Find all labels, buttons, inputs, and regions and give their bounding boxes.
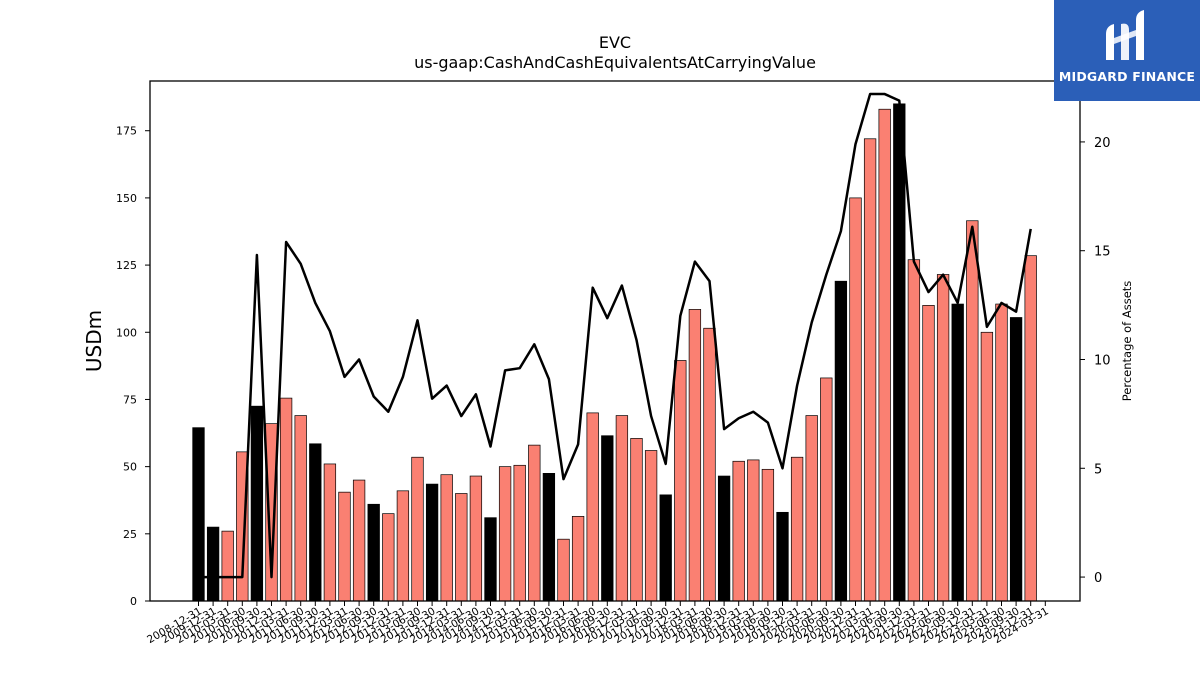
y2-tick-label: 20 — [1094, 136, 1111, 151]
bar-2019-09-30 — [776, 511, 789, 602]
bar-2009-12-31 — [206, 526, 220, 602]
y2-tick-label: 15 — [1094, 245, 1111, 260]
y2-tick-label: 5 — [1094, 462, 1102, 477]
bar-2015-06-30 — [528, 444, 541, 602]
bar-2010-09-30 — [250, 405, 264, 602]
y-tick-label: 125 — [116, 259, 137, 272]
bar-2016-03-31 — [571, 515, 585, 602]
bar-2014-09-30 — [484, 517, 497, 602]
bar-2020-12-31 — [849, 197, 862, 602]
bars-group — [192, 103, 1037, 602]
bar-2020-09-30 — [834, 280, 848, 602]
y2-tick-label: 0 — [1094, 571, 1102, 586]
bar-2023-03-31 — [980, 331, 994, 602]
y-axis-label: USDm — [82, 310, 106, 372]
bar-2021-09-30 — [893, 103, 906, 602]
bar-2017-09-30 — [659, 494, 672, 602]
bar-2015-09-30 — [542, 473, 556, 602]
plot-frame — [149, 80, 1081, 602]
bar-2021-12-31 — [907, 259, 921, 602]
bar-2021-03-31 — [863, 138, 877, 602]
bar-2016-06-30 — [586, 412, 599, 602]
chart-title: EVC — [599, 33, 631, 52]
y-tick-label: 100 — [116, 326, 137, 339]
bar-2018-06-30 — [703, 327, 716, 602]
y-tick-label: 175 — [116, 125, 137, 138]
bar-2021-06-30 — [878, 108, 891, 602]
brand-logo: MIDGARD FINANCE — [1054, 0, 1200, 101]
bar-2018-03-31 — [688, 309, 702, 602]
y-axis-left: 0 25 50 75 100 125 150 175 — [116, 125, 150, 608]
bar-2013-09-30 — [425, 483, 439, 602]
bar-2023-12-31 — [1024, 255, 1037, 602]
bar-2017-03-31 — [630, 438, 643, 602]
bar-2013-12-31 — [440, 474, 453, 602]
bar-2016-09-30 — [601, 435, 614, 602]
bar-2012-03-31 — [338, 491, 351, 602]
bar-2017-06-30 — [644, 450, 658, 602]
bar-2014-06-30 — [469, 475, 483, 602]
y-tick-label: 25 — [123, 528, 137, 541]
bar-2013-06-30 — [411, 456, 424, 602]
y-tick-label: 150 — [116, 192, 137, 205]
bar-2019-12-31 — [790, 456, 804, 602]
bar-2012-12-31 — [382, 513, 395, 602]
bar-2017-12-31 — [674, 360, 687, 602]
percentage-line — [198, 92, 1032, 579]
bar-2020-03-31 — [805, 415, 818, 602]
bar-2011-06-30 — [294, 415, 307, 602]
x-axis: 2008-12-312009-12-312010-03-312010-06-30… — [145, 601, 1051, 646]
bar-2019-06-30 — [761, 468, 775, 602]
brand-name: MIDGARD FINANCE — [1058, 69, 1196, 84]
bar-2015-12-31 — [557, 538, 570, 602]
brand-mark-icon — [1106, 10, 1144, 61]
y2-axis-label: Percentage of Assets — [1120, 281, 1134, 402]
bar-2018-09-30 — [717, 475, 731, 602]
bar-2023-09-30 — [1009, 317, 1023, 602]
y-axis-right: 0 5 10 15 20 — [1080, 136, 1111, 586]
bar-2008-12-31 — [192, 427, 205, 602]
bar-2020-06-30 — [820, 377, 833, 602]
bar-2014-03-31 — [455, 493, 468, 602]
y2-tick-label: 10 — [1094, 353, 1111, 368]
bar-2018-12-31 — [732, 460, 745, 602]
bar-2010-03-31 — [221, 530, 234, 602]
y-tick-label: 50 — [123, 461, 137, 474]
bar-2011-03-31 — [279, 397, 293, 602]
bar-2012-06-30 — [352, 479, 366, 602]
bar-2011-09-30 — [309, 443, 322, 602]
bar-2022-06-30 — [936, 274, 950, 602]
y-tick-label: 75 — [123, 393, 137, 406]
y-tick-label: 0 — [130, 595, 137, 608]
bar-2022-03-31 — [922, 305, 935, 602]
bar-2022-12-31 — [966, 220, 979, 602]
bar-2012-09-30 — [367, 503, 380, 602]
bar-2019-03-31 — [747, 459, 760, 602]
bar-2015-03-31 — [513, 464, 526, 602]
bar-2022-09-30 — [951, 303, 964, 602]
bar-2013-03-31 — [396, 490, 410, 602]
bar-2014-12-31 — [498, 466, 512, 602]
bar-2023-06-30 — [995, 303, 1008, 602]
chart-subtitle: us-gaap:CashAndCashEquivalentsAtCarrying… — [414, 53, 816, 72]
line-group — [198, 92, 1032, 579]
bar-2016-12-31 — [615, 415, 629, 602]
bar-2011-12-31 — [323, 463, 337, 602]
